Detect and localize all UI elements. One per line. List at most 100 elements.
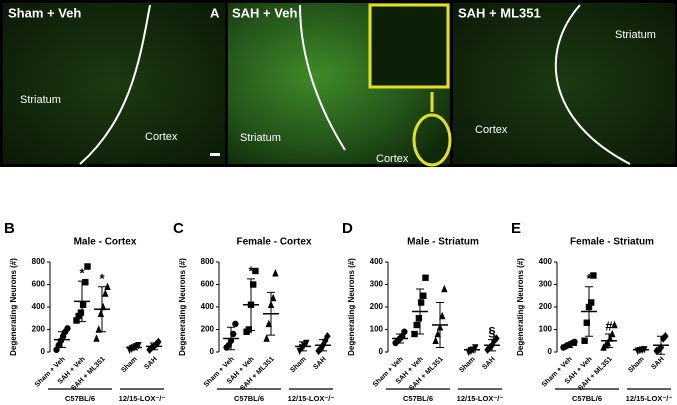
y-axis-label: Degenerating Neurons (#): [9, 258, 18, 356]
group-label: C57BL/6: [403, 394, 433, 403]
group-label: 12/15-LOX⁻/⁻: [119, 394, 166, 403]
y-axis-label: Degenerating Neurons (#): [516, 258, 525, 356]
data-point: [411, 330, 418, 338]
chart-title: Female - Striatum: [570, 237, 654, 248]
image-title: SAH + ML351: [458, 5, 541, 20]
x-tick-label: SAH: [143, 356, 158, 371]
significance-mark: #: [605, 318, 613, 333]
data-point: [135, 342, 142, 350]
group-label: 12/15-LOX⁻/⁻: [626, 394, 673, 403]
data-point: [434, 329, 441, 338]
data-point: [245, 326, 252, 333]
x-tick-label: Sham: [120, 356, 138, 374]
region-label: Cortex: [145, 131, 178, 143]
y-axis-label: Degenerating Neurons (#): [347, 258, 356, 356]
data-point: [82, 279, 89, 286]
panel-letter: C: [173, 220, 184, 237]
data-point: [265, 319, 272, 328]
region-label: Cortex: [475, 124, 508, 136]
y-tick-label: 300: [370, 280, 384, 289]
inset-circle: [412, 113, 452, 167]
data-point: [571, 338, 578, 346]
scale-bar: [210, 153, 220, 156]
y-tick-label: 600: [32, 280, 46, 289]
data-point: [420, 292, 427, 299]
y-tick-label: 400: [32, 302, 46, 311]
image-title: SAH + Veh: [232, 5, 297, 20]
boundary: [554, 4, 631, 165]
data-point: [97, 309, 105, 317]
data-point: [73, 317, 80, 324]
data-point: [252, 267, 259, 275]
region-label: Striatum: [20, 94, 61, 106]
group-label: 12/15-LOX⁻/⁻: [457, 394, 504, 403]
data-point: [93, 334, 100, 342]
image-title: Sham + Veh: [8, 5, 81, 20]
region-label: Striatum: [240, 132, 281, 144]
data-point: [64, 325, 71, 332]
data-point: [272, 269, 279, 277]
data-point: [588, 299, 595, 306]
data-point: [84, 263, 91, 270]
x-tick-label: SAH: [650, 356, 665, 371]
y-tick-label: 400: [370, 257, 384, 266]
y-tick-label: 400: [201, 302, 215, 311]
group-label: C57BL/6: [234, 394, 264, 403]
y-tick-label: 200: [32, 325, 46, 334]
significance-mark: *: [586, 271, 592, 286]
y-tick-label: 100: [370, 325, 384, 334]
data-point: [95, 325, 102, 333]
y-tick-label: 0: [548, 347, 553, 356]
data-point: [413, 321, 420, 329]
chart-title: Male - Cortex: [74, 237, 137, 248]
group-label: 12/15-LOX⁻/⁻: [288, 394, 335, 403]
data-point: [401, 328, 408, 335]
data-point: [422, 274, 429, 281]
y-tick-label: 800: [32, 257, 46, 266]
significance-mark: §: [488, 324, 495, 339]
significance-mark: *: [99, 271, 105, 286]
y-tick-label: 200: [201, 325, 215, 334]
data-point: [493, 334, 500, 343]
data-point: [611, 320, 618, 329]
data-point: [432, 336, 439, 344]
x-tick-label: Sham: [627, 356, 645, 374]
significance-mark: *: [79, 266, 85, 281]
panel-letter: B: [4, 220, 15, 237]
data-point: [655, 345, 662, 354]
panel-letter: D: [342, 220, 353, 237]
group-label: C57BL/6: [65, 394, 95, 403]
y-tick-label: 600: [201, 280, 215, 289]
group-label: C57BL/6: [572, 394, 602, 403]
boundary: [79, 4, 151, 165]
data-point: [155, 337, 162, 347]
chart-title: Male - Striatum: [407, 237, 479, 248]
region-label: Cortex: [376, 153, 409, 165]
y-tick-label: 0: [210, 347, 215, 356]
data-point: [232, 320, 239, 328]
x-tick-label: SAH: [481, 356, 496, 371]
data-point: [104, 282, 111, 290]
panel-letter: E: [511, 220, 521, 237]
data-point: [415, 315, 423, 322]
region-label: Striatum: [615, 29, 656, 41]
data-point: [439, 311, 446, 320]
y-tick-label: 100: [539, 325, 553, 334]
x-tick-label: Sham: [458, 356, 476, 374]
boundary: [299, 4, 346, 151]
data-point: [270, 293, 277, 302]
micrograph: [3, 3, 225, 164]
data-point: [230, 330, 237, 338]
data-point: [77, 309, 85, 316]
data-point: [581, 337, 588, 344]
y-tick-label: 300: [539, 280, 553, 289]
y-tick-label: 200: [539, 302, 553, 311]
data-point: [75, 312, 82, 320]
y-tick-label: 0: [379, 347, 384, 356]
data-point: [441, 284, 448, 293]
chart-title: Female - Cortex: [236, 237, 311, 248]
data-point: [660, 334, 667, 343]
y-tick-label: 400: [539, 257, 553, 266]
data-point: [662, 332, 669, 341]
